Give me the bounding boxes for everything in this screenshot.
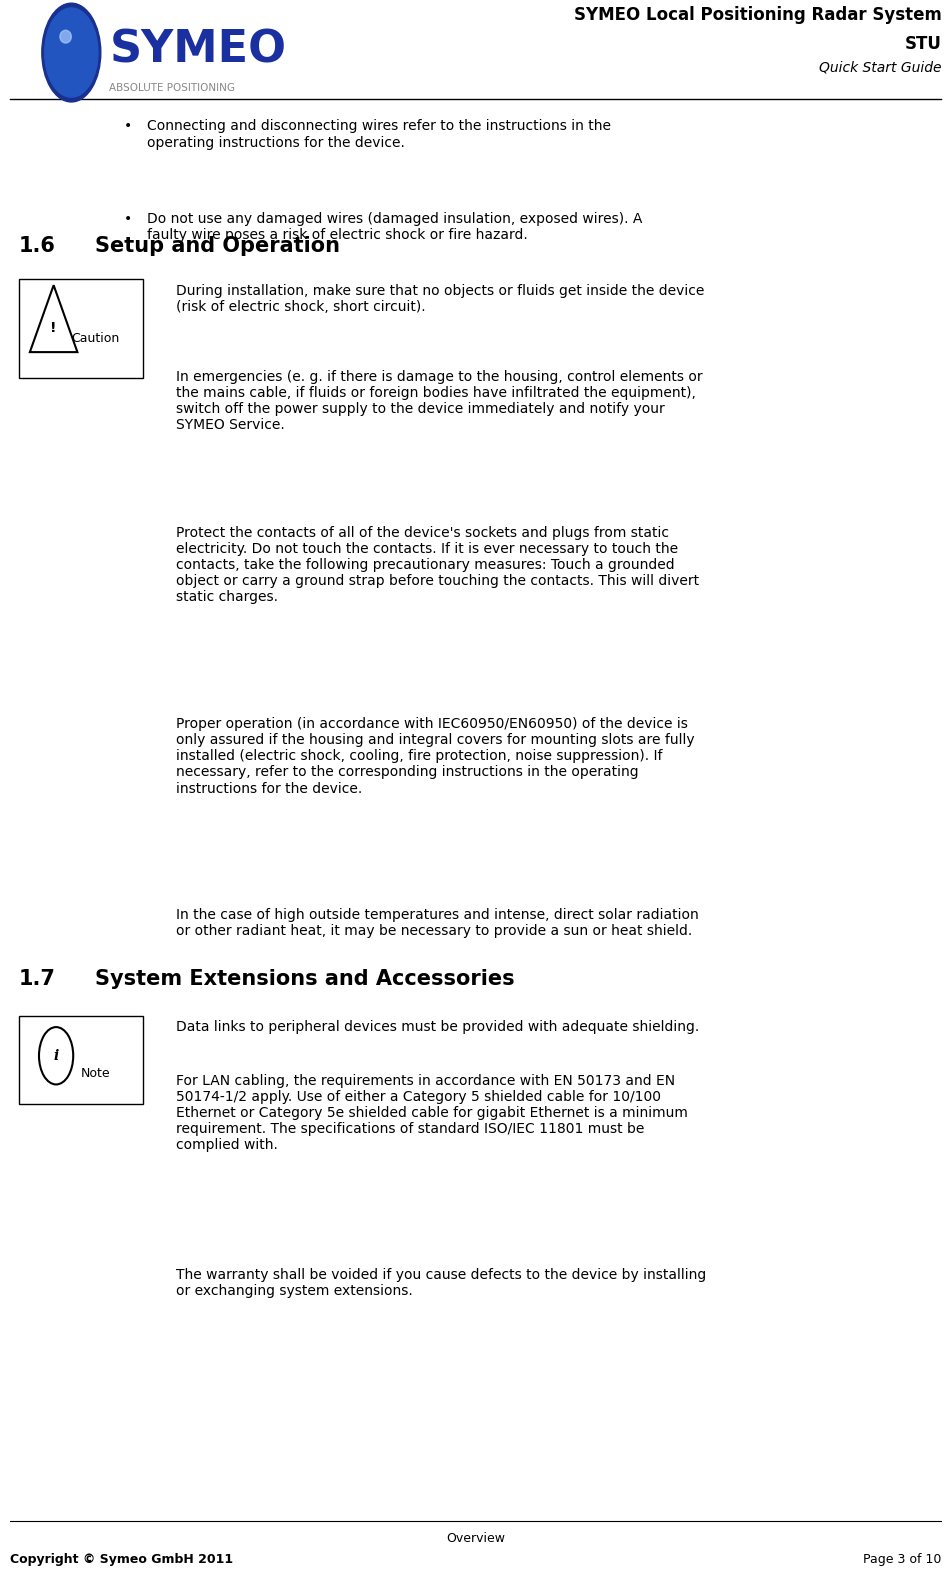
Circle shape	[39, 1027, 73, 1085]
Text: Do not use any damaged wires (damaged insulation, exposed wires). A
faulty wire : Do not use any damaged wires (damaged in…	[147, 212, 643, 242]
Text: Caution: Caution	[71, 331, 120, 344]
Text: !: !	[50, 322, 57, 335]
Text: Data links to peripheral devices must be provided with adequate shielding.: Data links to peripheral devices must be…	[176, 1020, 699, 1034]
Polygon shape	[29, 285, 77, 352]
Text: For LAN cabling, the requirements in accordance with EN 50173 and EN
50174-1/2 a: For LAN cabling, the requirements in acc…	[176, 1074, 688, 1152]
Text: 1.6: 1.6	[19, 236, 56, 256]
Text: Note: Note	[81, 1067, 110, 1080]
Text: •: •	[124, 119, 132, 134]
Text: The warranty shall be voided if you cause defects to the device by installing
or: The warranty shall be voided if you caus…	[176, 1268, 707, 1298]
Text: In emergencies (e. g. if there is damage to the housing, control elements or
the: In emergencies (e. g. if there is damage…	[176, 370, 703, 432]
Text: Page 3 of 10: Page 3 of 10	[864, 1553, 941, 1566]
Text: System Extensions and Accessories: System Extensions and Accessories	[95, 969, 514, 989]
Text: Copyright © Symeo GmbH 2011: Copyright © Symeo GmbH 2011	[10, 1553, 233, 1566]
Text: i: i	[53, 1048, 59, 1063]
Text: 1.7: 1.7	[19, 969, 56, 989]
Circle shape	[45, 8, 98, 97]
Text: Setup and Operation: Setup and Operation	[95, 236, 340, 256]
Circle shape	[42, 3, 101, 102]
Text: During installation, make sure that no objects or fluids get inside the device
(: During installation, make sure that no o…	[176, 284, 705, 314]
FancyBboxPatch shape	[19, 1016, 143, 1104]
Text: ABSOLUTE POSITIONING: ABSOLUTE POSITIONING	[109, 83, 235, 92]
Text: In the case of high outside temperatures and intense, direct solar radiation
or : In the case of high outside temperatures…	[176, 908, 699, 938]
Text: •: •	[124, 212, 132, 226]
Text: Overview: Overview	[446, 1532, 505, 1545]
Text: STU: STU	[904, 35, 941, 53]
Ellipse shape	[60, 30, 71, 43]
FancyBboxPatch shape	[19, 279, 143, 378]
Text: SYMEO: SYMEO	[109, 29, 286, 72]
Text: Protect the contacts of all of the device's sockets and plugs from static
electr: Protect the contacts of all of the devic…	[176, 526, 699, 604]
Text: Connecting and disconnecting wires refer to the instructions in the
operating in: Connecting and disconnecting wires refer…	[147, 119, 611, 150]
Text: SYMEO Local Positioning Radar System: SYMEO Local Positioning Radar System	[573, 6, 941, 24]
Text: Proper operation (in accordance with IEC60950/EN60950) of the device is
only ass: Proper operation (in accordance with IEC…	[176, 717, 694, 795]
Text: Quick Start Guide: Quick Start Guide	[819, 61, 941, 75]
